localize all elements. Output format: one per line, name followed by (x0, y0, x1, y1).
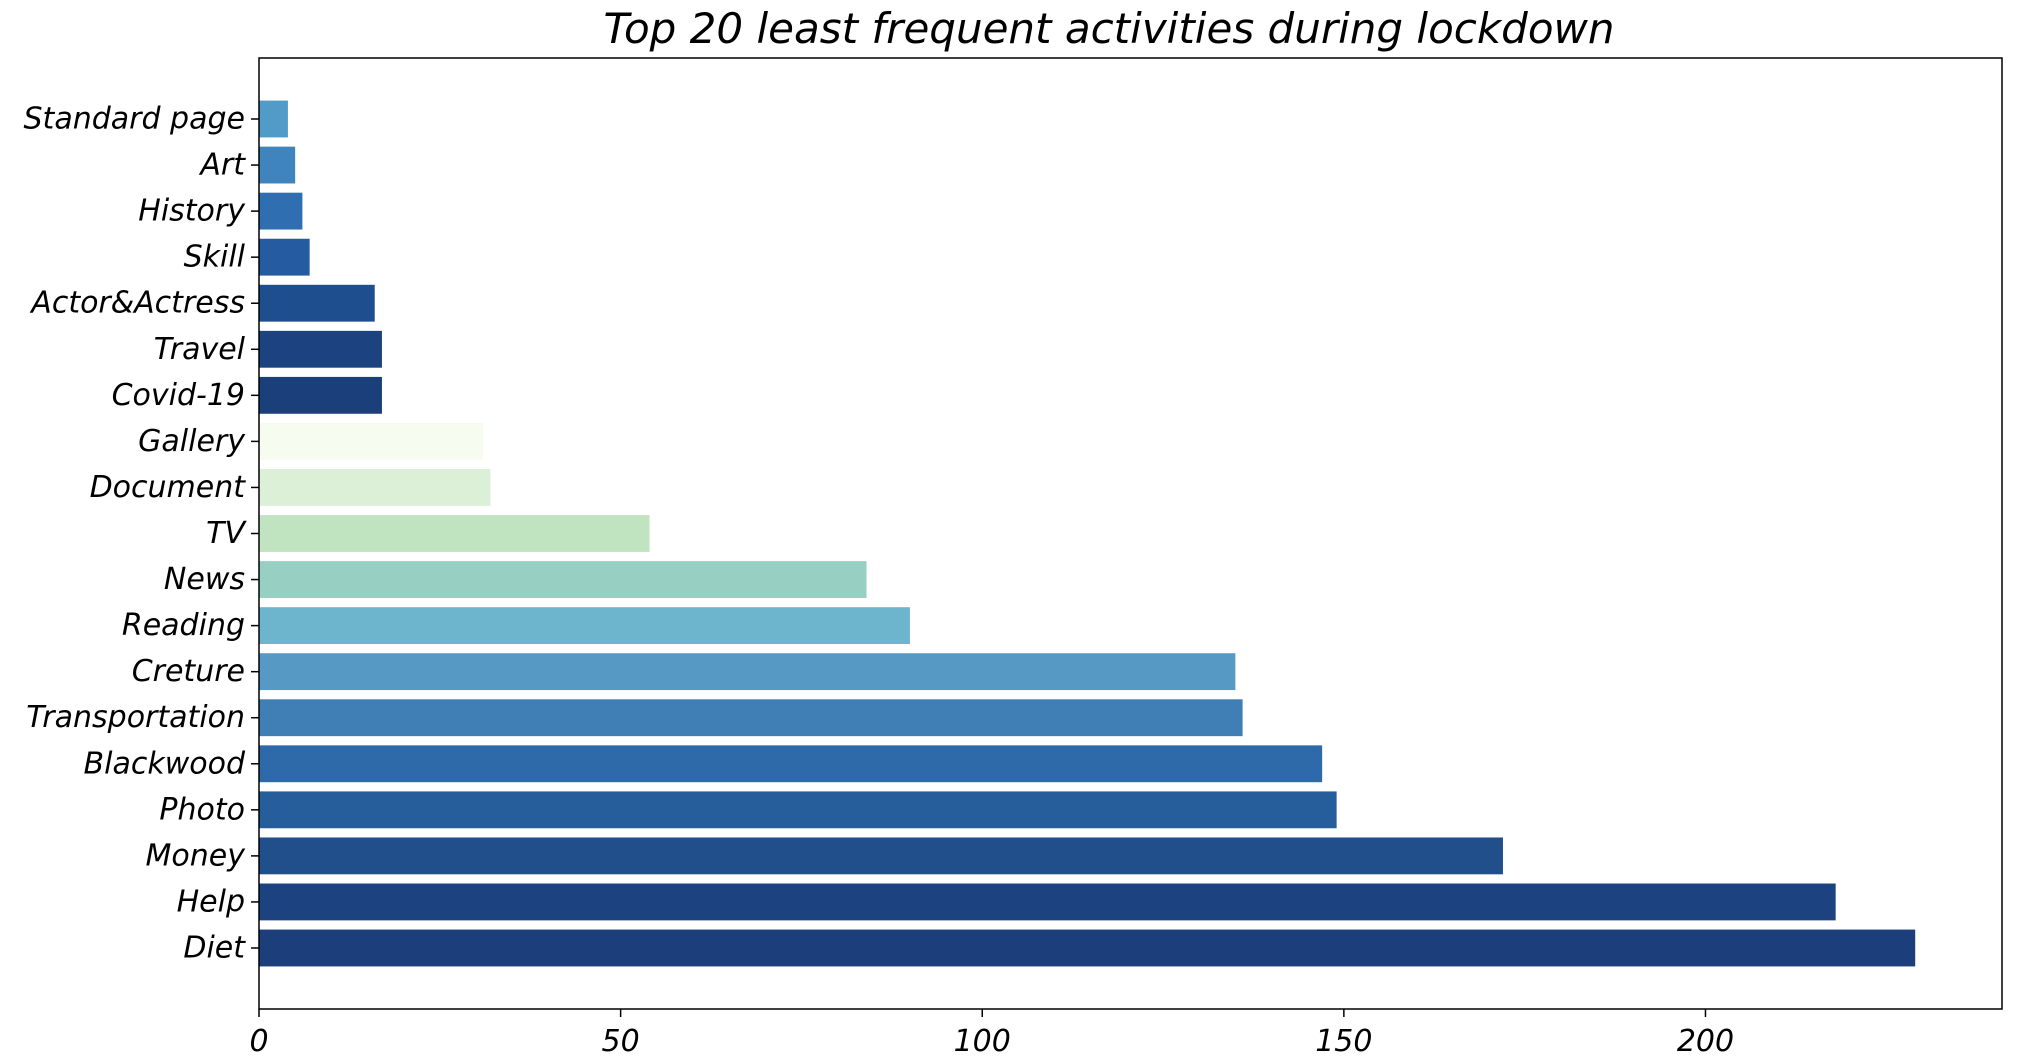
x-tick-label: 150 (1315, 1024, 1372, 1058)
bar-news (259, 561, 867, 598)
x-tick-label: 200 (1677, 1024, 1734, 1058)
y-axis: Standard page Art History Skill Actor&Actres… (24, 102, 259, 966)
bar-covid-19 (259, 376, 382, 414)
y-tick-label: Reading (122, 608, 245, 643)
y-tick-label: Covid-19 (112, 378, 245, 413)
y-tick-label: Skill (184, 240, 246, 275)
y-tick-label: Transportation (26, 700, 245, 735)
y-tick-label: Creture (132, 654, 245, 689)
y-tick-label: Travel (154, 332, 246, 367)
y-tick-label: TV (206, 516, 247, 551)
bar-standard-page (259, 100, 288, 138)
x-tick-label: 100 (954, 1024, 1011, 1058)
y-tick-label: News (164, 562, 245, 597)
y-tick-label: Photo (159, 792, 245, 827)
bar-art (259, 146, 296, 184)
y-tick-label: Actor&Actress (29, 286, 245, 321)
bar-travel (259, 330, 382, 368)
bar-creture (259, 653, 1236, 691)
bar-history (259, 192, 303, 230)
y-tick-label: Document (90, 470, 247, 505)
bar-gallery (259, 422, 484, 460)
bar-document (259, 469, 491, 506)
x-tick-label: 50 (602, 1024, 640, 1058)
chart-title: Top 20 least frequent activities during … (603, 4, 1614, 53)
y-tick-label: Standard page (24, 102, 245, 137)
bar-reading (259, 607, 910, 645)
bar-photo (259, 791, 1337, 829)
bar-transportation (259, 699, 1243, 737)
x-tick-label: 0 (249, 1024, 268, 1058)
y-tick-label: Blackwood (84, 746, 246, 781)
bar-diet (259, 929, 1916, 967)
y-tick-label: Diet (183, 931, 246, 966)
x-axis: 0 50 100 150 200 (249, 1009, 1734, 1058)
y-tick-label: Help (177, 884, 245, 919)
y-tick-label: Money (146, 838, 247, 873)
y-tick-label: History (138, 194, 246, 229)
plot-frame (258, 57, 2003, 1010)
y-tick-label: Art (198, 148, 246, 183)
y-tick-label: Gallery (138, 424, 246, 459)
bar-actor-actress (259, 284, 375, 322)
bars-group (259, 100, 1916, 967)
bar-blackwood (259, 745, 1323, 783)
bar-skill (259, 238, 310, 276)
bar-tv (259, 515, 650, 552)
bar-money (259, 837, 1503, 875)
bar-help (259, 883, 1836, 921)
